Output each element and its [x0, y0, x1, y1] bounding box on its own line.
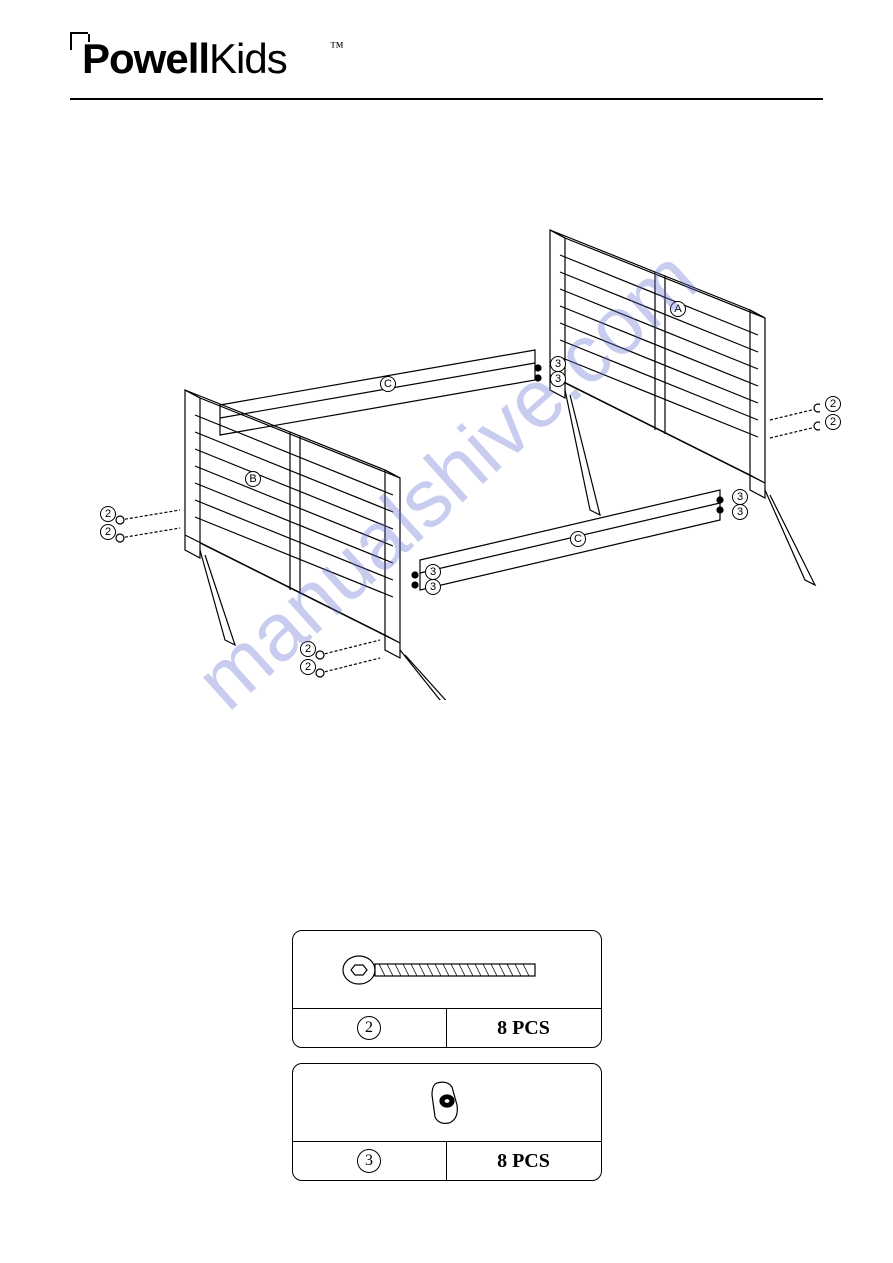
logo-light-part: Kids — [209, 35, 287, 82]
hardware-number-cell: 3 — [293, 1142, 447, 1180]
assembly-diagram: manualshive.com — [70, 180, 823, 780]
callout-front-3b: 3 — [425, 578, 441, 595]
callout-right-2b: 2 — [825, 413, 841, 430]
bolt-illustration — [293, 931, 601, 1009]
hardware-qty-cell: 8 PCS — [447, 1009, 601, 1047]
hardware-number: 2 — [357, 1016, 381, 1040]
bed-frame-illustration — [70, 180, 820, 700]
callout-midright-3b: 3 — [732, 503, 748, 520]
trademark-symbol: ™ — [330, 40, 344, 56]
bolt-icon — [337, 945, 557, 995]
callout-front-2a: 2 — [300, 640, 316, 657]
hardware-info-row: 2 8 PCS — [293, 1009, 601, 1047]
callout-center-3b: 3 — [550, 370, 566, 387]
callout-front-2b: 2 — [300, 658, 316, 675]
brand-logo: PowellKids ™ — [70, 40, 823, 90]
hardware-qty-cell: 8 PCS — [447, 1142, 601, 1180]
hardware-list: 2 8 PCS 3 8 PCS — [70, 930, 823, 1181]
part-label-a: A — [670, 300, 686, 317]
callout-left-2a: 2 — [100, 505, 116, 522]
hardware-item-bolt: 2 8 PCS — [292, 930, 602, 1048]
hardware-number-cell: 2 — [293, 1009, 447, 1047]
headboard-a — [550, 230, 815, 585]
header-divider — [70, 98, 823, 100]
logo-bold-part: Powell — [82, 35, 209, 82]
hardware-item-cam: 3 8 PCS — [292, 1063, 602, 1181]
side-rail-back — [220, 350, 535, 435]
part-label-c1: C — [380, 375, 396, 392]
cam-illustration — [293, 1064, 601, 1142]
hardware-number: 3 — [357, 1149, 381, 1173]
hardware-info-row: 3 8 PCS — [293, 1142, 601, 1180]
part-label-b: B — [245, 470, 261, 487]
callout-right-2a: 2 — [825, 395, 841, 412]
logo-text: PowellKids — [82, 35, 287, 83]
callout-left-2b: 2 — [100, 523, 116, 540]
part-label-c2: C — [570, 530, 586, 547]
cam-nut-icon — [417, 1075, 477, 1130]
